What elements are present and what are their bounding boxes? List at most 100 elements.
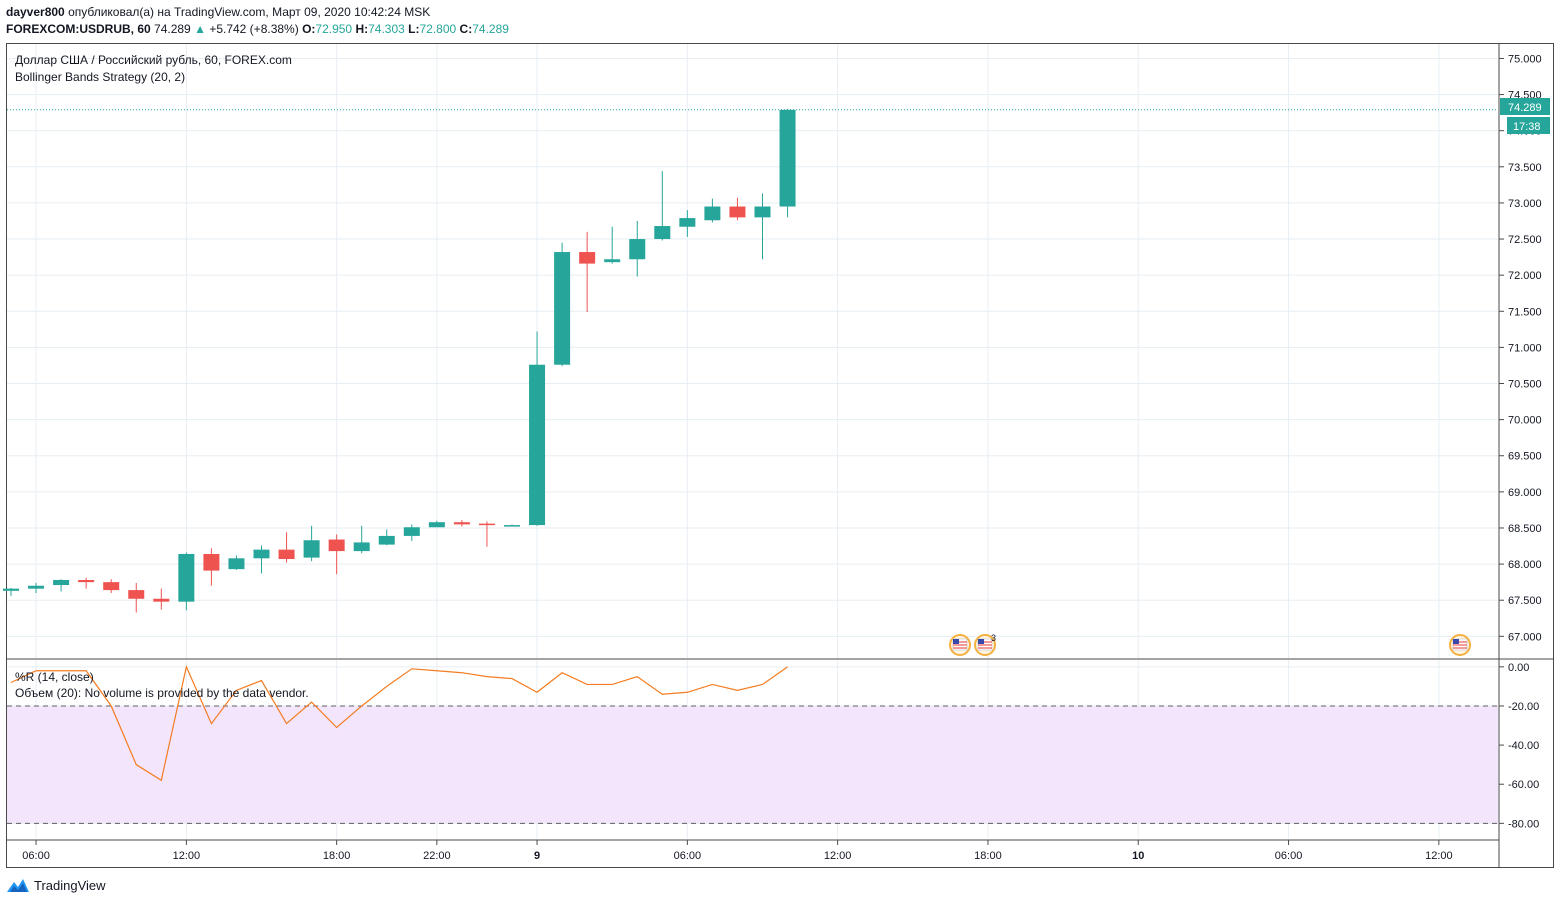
- event-count-badge: 3: [991, 633, 996, 643]
- candle-body: [453, 522, 470, 525]
- price-tick-label: 70.000: [1508, 415, 1542, 427]
- price-tick-label: 73.000: [1508, 198, 1542, 210]
- candle-body: [78, 579, 95, 583]
- publish-text: опубликовал(а) на TradingView.com, Март …: [68, 5, 431, 19]
- high-label: H:: [355, 22, 369, 36]
- symbol-label: FOREXCOM:USDRUB, 60: [6, 22, 151, 36]
- candle-body: [579, 252, 596, 264]
- time-tick-label: 12:00: [1425, 850, 1453, 862]
- time-tick-label: 9: [534, 850, 540, 862]
- time-axis[interactable]: 06:00 12:00 18:00 22:00 9 06:00 12:00 18:00 10 06…: [22, 840, 1453, 862]
- candle-body: [478, 523, 495, 526]
- candle-body: [654, 226, 671, 240]
- williams-r-line: [10, 664, 788, 782]
- candle-body: [28, 585, 45, 589]
- price-tick-label: 67.500: [1508, 595, 1542, 607]
- ohlc-header: FOREXCOM:USDRUB, 60 74.289 ▲ +5.742 (+8.…: [6, 22, 509, 36]
- williams-r-tick-label: -60.00: [1508, 779, 1539, 791]
- event-flag-icon[interactable]: [974, 634, 996, 656]
- price-axis[interactable]: 75.00074.50074.00073.50073.00072.50072.0…: [1499, 53, 1542, 643]
- open-value: 72.950: [315, 22, 353, 36]
- candle-body: [779, 109, 796, 207]
- candle-body: [604, 259, 621, 263]
- countdown-box: [1507, 117, 1550, 134]
- brand-name: TradingView: [34, 877, 106, 893]
- williams-r-tick-label: -80.00: [1508, 818, 1539, 830]
- candle-body: [403, 527, 420, 536]
- candle-body: [228, 558, 245, 570]
- candle-body: [278, 549, 295, 560]
- countdown-value: 17:38: [1513, 121, 1541, 133]
- publish-info: dayver800 опубликовал(а) на TradingView.…: [6, 5, 430, 19]
- price-tick-label: 75.000: [1508, 53, 1542, 65]
- candle-body: [378, 535, 395, 545]
- chart-frame: [6, 43, 1554, 868]
- price-tick-label: 67.000: [1508, 631, 1542, 643]
- williams-r-axis[interactable]: 0.00 -20.00 -40.00 -60.00 -80.00: [1499, 662, 1539, 831]
- low-label: L:: [408, 22, 420, 36]
- time-tick-label: 18:00: [323, 850, 351, 862]
- low-value: 72.800: [419, 22, 457, 36]
- tradingview-brand[interactable]: TradingView: [6, 876, 106, 894]
- candlestick-series: [3, 108, 796, 613]
- time-tick-label: 12:00: [824, 850, 852, 862]
- candle-body: [529, 364, 546, 526]
- price-tick-label: 70.500: [1508, 379, 1542, 391]
- close-value: 74.289: [472, 22, 509, 36]
- candle-body: [754, 206, 771, 218]
- time-tick-label: 06:00: [22, 850, 50, 862]
- williams-r-tick-label: 0.00: [1508, 662, 1529, 674]
- candle-body: [203, 553, 220, 571]
- event-flag-icon[interactable]: [949, 634, 971, 656]
- price-tick-label: 72.500: [1508, 234, 1542, 246]
- williams-r-tick-label: -20.00: [1508, 701, 1539, 713]
- time-tick-label: 12:00: [173, 850, 201, 862]
- change-up-icon: ▲: [194, 22, 206, 36]
- candle-body: [103, 582, 120, 591]
- price-tag-box: [1500, 98, 1550, 115]
- candle-body: [303, 540, 320, 558]
- grid-lines: [7, 44, 1498, 839]
- candle-body: [504, 525, 520, 527]
- price-tick-label: 69.000: [1508, 487, 1542, 499]
- price-change: +5.742 (+8.38%): [209, 22, 299, 36]
- candle-body: [253, 549, 270, 559]
- candle-body: [428, 522, 445, 528]
- time-tick-label: 06:00: [674, 850, 702, 862]
- candle-body: [679, 218, 696, 227]
- williams-r-tick-label: -40.00: [1508, 740, 1539, 752]
- author-name[interactable]: dayver800: [6, 5, 65, 19]
- event-flag-icon[interactable]: [1449, 634, 1471, 656]
- tradingview-logo-icon: [7, 879, 29, 892]
- candle-body: [178, 553, 195, 602]
- price-tag: 74.289 17:38: [1500, 98, 1550, 134]
- williams-r-band: [7, 705, 1498, 824]
- price-tag-value: 74.289: [1508, 102, 1542, 114]
- price-tick-label: 73.500: [1508, 162, 1542, 174]
- candle-body: [328, 539, 345, 552]
- candle-body: [353, 542, 370, 552]
- close-label: C:: [459, 22, 473, 36]
- williams-r-legend: %R (14, close): [15, 670, 94, 684]
- high-value: 74.303: [368, 22, 405, 36]
- time-tick-label: 22:00: [423, 850, 451, 862]
- price-tick-label: 68.000: [1508, 559, 1542, 571]
- price-tick-label: 68.500: [1508, 523, 1542, 535]
- indicator-legend: Bollinger Bands Strategy (20, 2): [15, 70, 185, 84]
- time-tick-label: 06:00: [1275, 850, 1303, 862]
- price-tick-label: 71.000: [1508, 342, 1542, 354]
- open-label: O:: [302, 22, 316, 36]
- price-tick-label: 71.500: [1508, 306, 1542, 318]
- time-tick-label: 10: [1132, 850, 1144, 862]
- candle-body: [729, 206, 746, 218]
- time-tick-label: 18:00: [974, 850, 1002, 862]
- candle-body: [704, 206, 721, 221]
- candle-body: [554, 252, 571, 365]
- candle-body: [3, 588, 19, 591]
- candle-body: [53, 579, 70, 586]
- volume-note: Объем (20): No volume is provided by the…: [15, 686, 309, 700]
- candle-body: [153, 598, 170, 602]
- price-tick-label: 72.000: [1508, 270, 1542, 282]
- chart-legend-title: Доллар США / Российский рубль, 60, FOREX…: [15, 53, 292, 67]
